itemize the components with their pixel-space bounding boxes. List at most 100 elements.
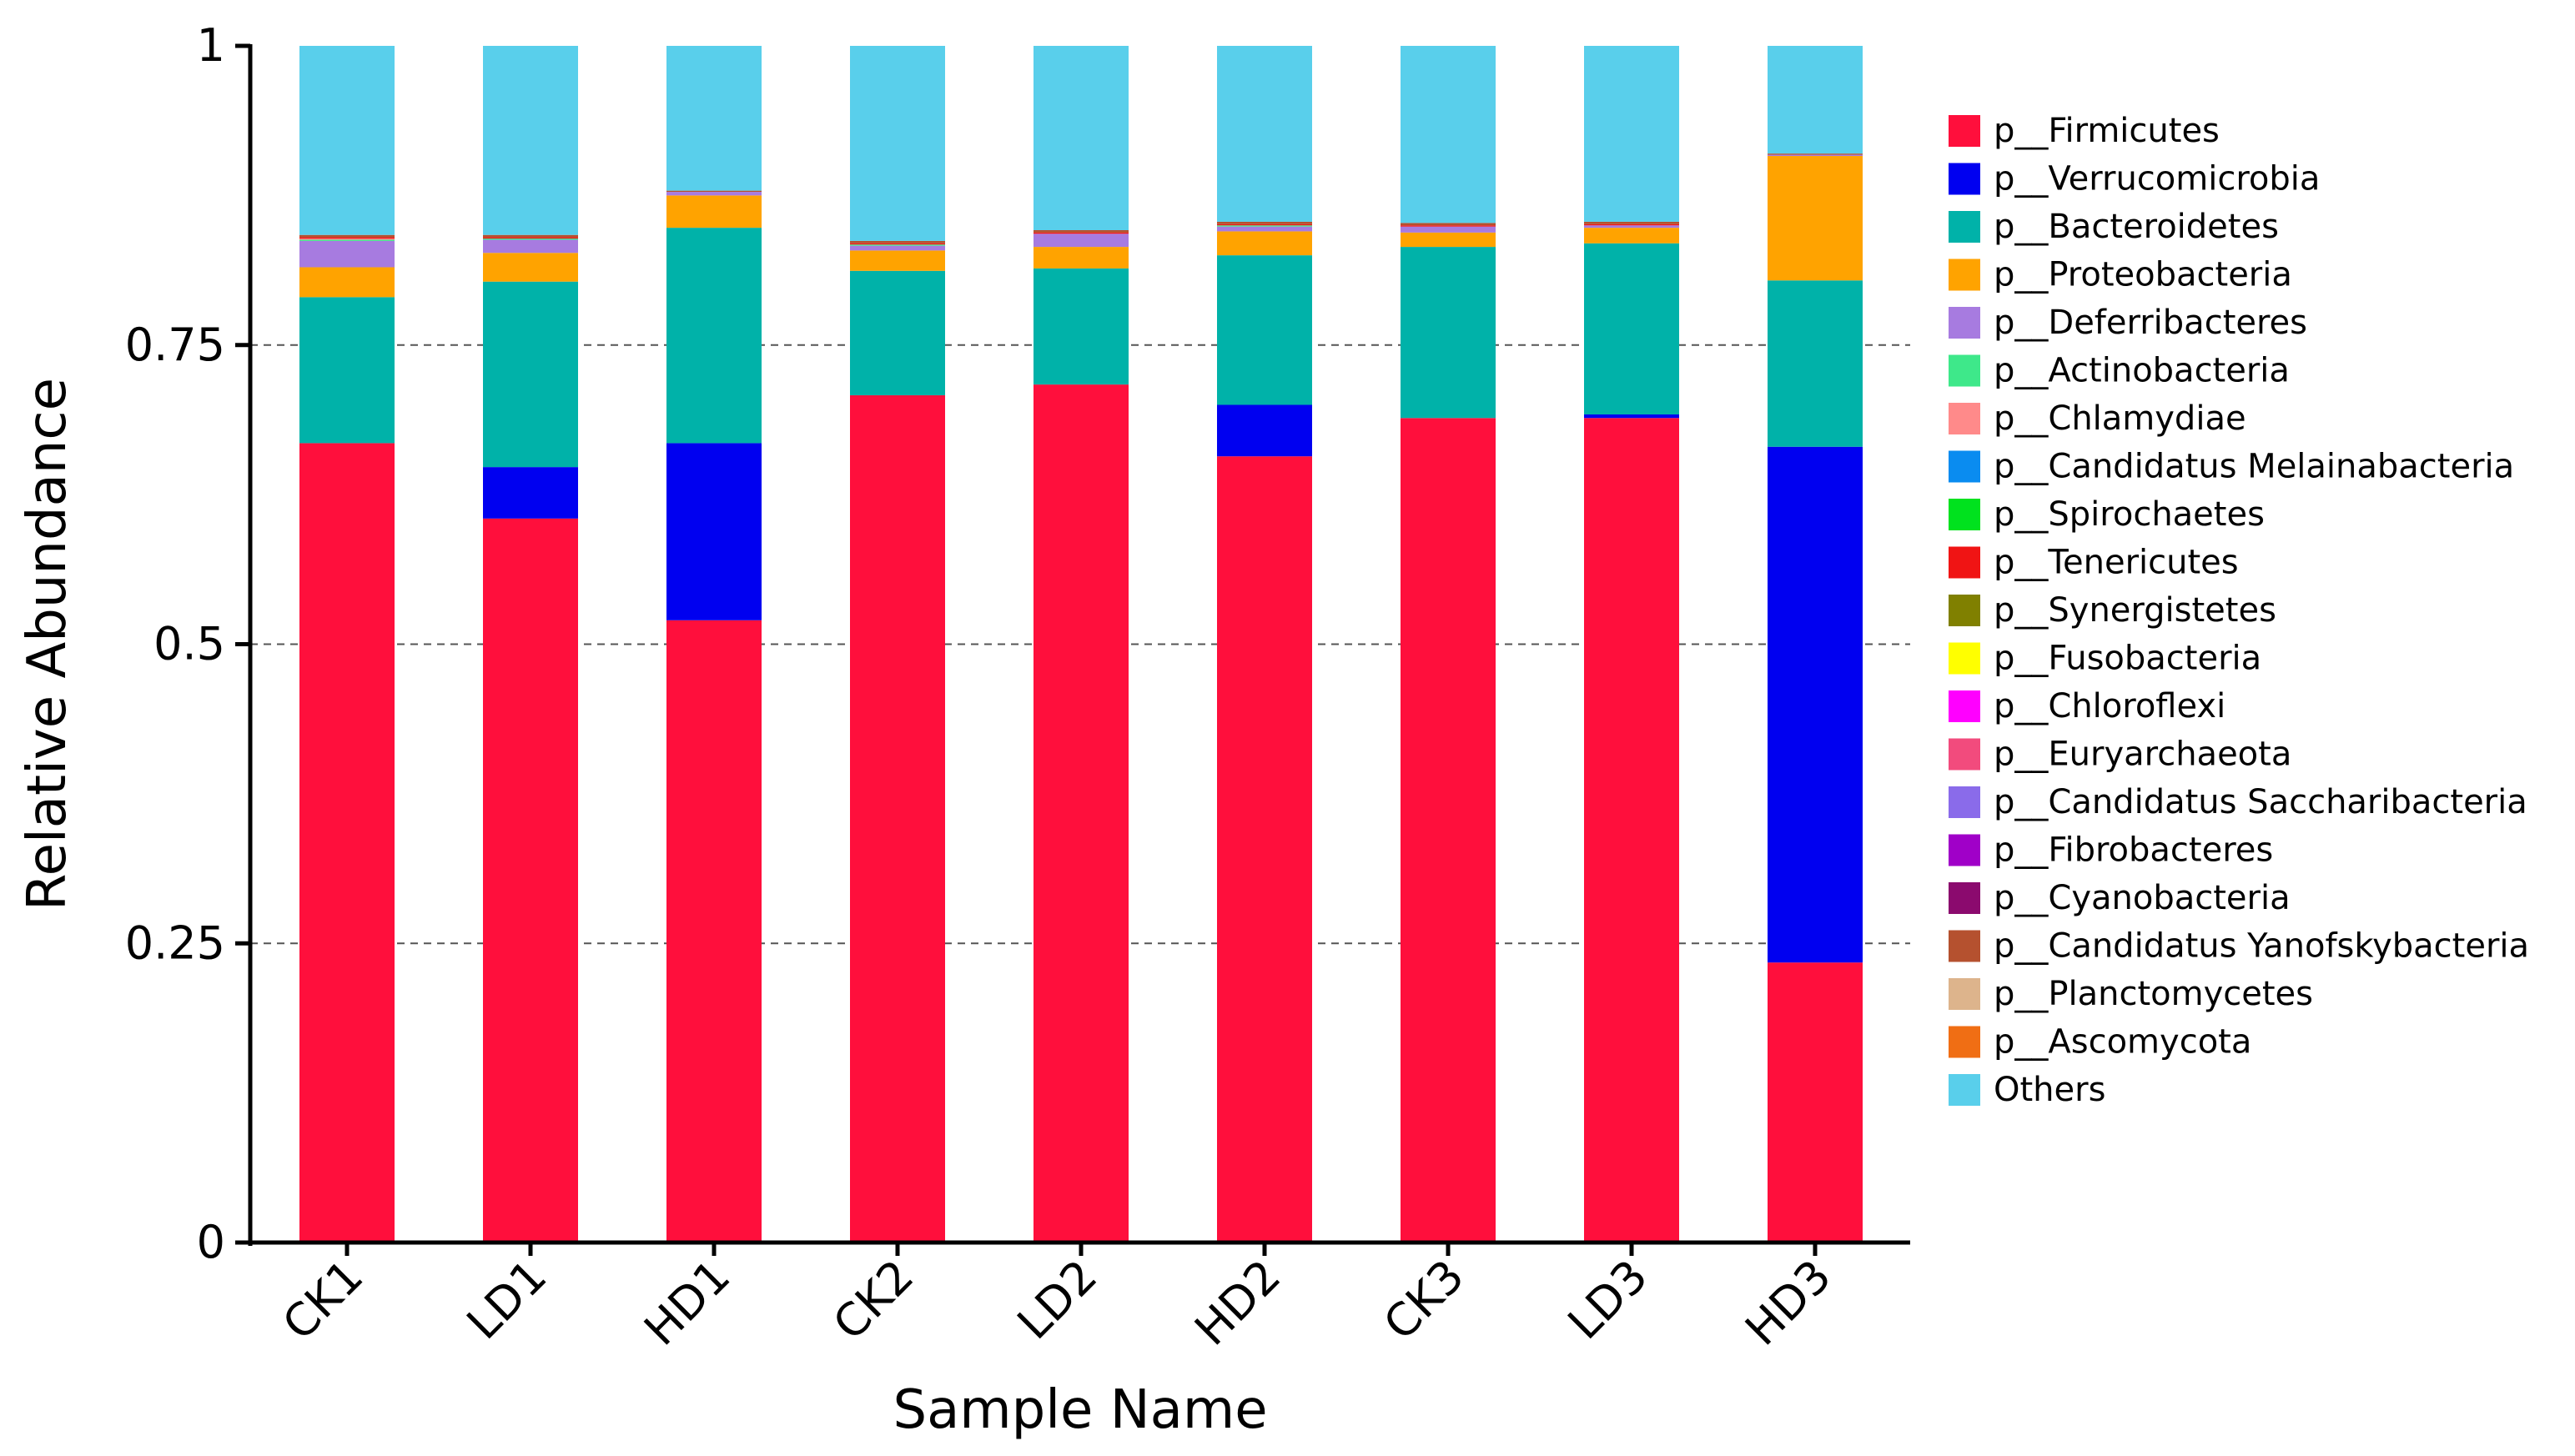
bar-segment-ck1-others	[299, 46, 395, 235]
bar-segment-ld3-others	[1584, 46, 1679, 222]
bar-segment-hd3-proteobacteria	[1768, 156, 1863, 281]
legend-label: p__Verrucomicrobia	[1994, 160, 2320, 198]
bar-segment-hd2-candidatus-yanofskybacteria	[1217, 221, 1312, 224]
bar-segment-hd2-bacteroidetes	[1217, 255, 1312, 405]
bar-segment-ld2-others	[1034, 46, 1129, 230]
bar-segment-hd3-firmicutes	[1768, 962, 1863, 1243]
legend-swatch	[1949, 259, 1980, 291]
legend-swatch	[1949, 546, 1980, 579]
bar-segment-hd3-others	[1768, 46, 1863, 154]
bar-segment-hd1-others	[666, 46, 762, 191]
bar-segment-ck2-proteobacteria	[850, 250, 945, 271]
bar-segment-ck2-others	[850, 46, 945, 241]
legend-label: p__Ascomycota	[1994, 1023, 2251, 1062]
legend-label: p__Fusobacteria	[1994, 640, 2261, 678]
legend-label: p__Synergistetes	[1994, 591, 2276, 630]
bar-segment-hd2-deferribacteres	[1217, 226, 1312, 232]
legend-item: p__Cyanobacteria	[1949, 879, 2291, 917]
legend-swatch	[1949, 786, 1980, 818]
bar-segment-hd3-candidatus-yanofskybacteria	[1768, 153, 1863, 155]
bar-segment-ld1-actinobacteria	[483, 238, 578, 240]
bar-segment-ld1-bacteroidetes	[483, 281, 578, 468]
bar-segment-ck1-proteobacteria	[299, 267, 395, 298]
bar-stack-ld1	[483, 46, 578, 1243]
legend-item: p__Planctomycetes	[1949, 975, 2313, 1013]
bar-segment-hd1-verrucomicrobia	[666, 443, 762, 620]
x-tick-label: HD2	[1184, 1250, 1290, 1356]
legend: p__Firmicutes p__Verrucomicrobia p__Bacter…	[1949, 112, 2529, 1109]
legend-label: p__Proteobacteria	[1994, 256, 2292, 294]
legend-swatch	[1949, 307, 1980, 339]
legend-swatch	[1949, 642, 1980, 675]
bar-segment-ld3-tenericutes	[1584, 223, 1679, 226]
legend-item: p__Bacteroidetes	[1949, 208, 2279, 246]
bar-segment-ld1-verrucomicrobia	[483, 467, 578, 519]
x-tick-label: LD2	[1008, 1250, 1108, 1350]
legend-item: p__Verrucomicrobia	[1949, 160, 2320, 198]
legend-item: p__Deferribacteres	[1949, 304, 2307, 342]
legend-swatch	[1949, 450, 1980, 483]
legend-label: p__Actinobacteria	[1994, 352, 2290, 390]
bar-segment-hd2-proteobacteria	[1217, 231, 1312, 256]
bar-segment-hd1-deferribacteres	[666, 192, 762, 196]
y-tick-label: 0.5	[153, 618, 225, 670]
bar-segment-hd3-deferribacteres	[1768, 154, 1863, 157]
bar-segment-hd2-tenericutes	[1217, 223, 1312, 226]
bar-segment-ld1-proteobacteria	[483, 253, 578, 282]
x-tick-label: CK2	[823, 1250, 924, 1351]
legend-label: p__Chlamydiae	[1994, 399, 2246, 438]
bar-segment-hd1-firmicutes	[666, 620, 762, 1243]
legend-swatch	[1949, 354, 1980, 387]
bar-stack-ck1	[299, 46, 395, 1243]
bar-segment-ck1-firmicutes	[299, 443, 395, 1243]
bar-segment-ck1-bacteroidetes	[299, 297, 395, 444]
legend-item: p__Synergistetes	[1949, 591, 2276, 630]
bar-stack-hd3	[1768, 46, 1863, 1243]
bar-segment-ld2-firmicutes	[1034, 384, 1129, 1243]
y-tick-label: 0	[197, 1216, 225, 1268]
legend-item: p__Actinobacteria	[1949, 352, 2290, 390]
legend-label: p__Candidatus Yanofskybacteria	[1994, 927, 2529, 966]
x-tick-label: LD3	[1558, 1250, 1658, 1350]
bar-segment-hd1-candidatus-yanofskybacteria	[666, 190, 762, 193]
bar-segment-hd1-proteobacteria	[666, 195, 762, 228]
legend-label: p__Bacteroidetes	[1994, 208, 2279, 246]
y-tick-label: 0.25	[125, 916, 225, 969]
bar-segment-ck2-actinobacteria	[850, 244, 945, 246]
legend-label: Others	[1994, 1071, 2105, 1109]
bar-stack-ck2	[850, 46, 945, 1243]
legend-label: p__Cyanobacteria	[1994, 879, 2291, 917]
bar-stack-ld3	[1584, 46, 1679, 1243]
x-tick-label: HD1	[634, 1250, 740, 1356]
bar-segment-ld3-bacteroidetes	[1584, 243, 1679, 414]
x-axis-title: Sample Name	[893, 1379, 1267, 1441]
legend-item: p__Candidatus Melainabacteria	[1949, 448, 2514, 486]
legend-item: p__Euryarchaeota	[1949, 736, 2291, 774]
bar-segment-hd2-actinobacteria	[1217, 225, 1312, 227]
legend-swatch	[1949, 1074, 1980, 1106]
legend-swatch	[1949, 930, 1980, 962]
bar-segment-ld2-proteobacteria	[1034, 247, 1129, 269]
legend-item: p__Chloroflexi	[1949, 687, 2225, 725]
legend-item: p__Ascomycota	[1949, 1023, 2251, 1062]
x-tick-label: HD3	[1735, 1250, 1841, 1356]
legend-swatch	[1949, 834, 1980, 866]
x-tick-label: CK1	[273, 1250, 374, 1351]
bar-stack-hd2	[1217, 46, 1312, 1243]
bar-segment-hd1-bacteroidetes	[666, 228, 762, 444]
bar-segment-ld1-deferribacteres	[483, 239, 578, 254]
legend-label: p__Deferribacteres	[1994, 304, 2307, 342]
bar-segment-ck1-chlamydiae	[299, 238, 395, 240]
legend-swatch	[1949, 211, 1980, 243]
legend-item: p__Firmicutes	[1949, 112, 2220, 150]
bar-segment-ck1-deferribacteres	[299, 240, 395, 268]
y-tick-label: 0.75	[125, 319, 225, 371]
bar-segment-ck2-candidatus-yanofskybacteria	[850, 240, 945, 244]
legend-swatch	[1949, 403, 1980, 434]
bars	[299, 46, 1863, 1243]
bar-segment-ld3-firmicutes	[1584, 418, 1679, 1243]
bar-segment-ck2-deferribacteres	[850, 245, 945, 251]
bar-segment-ld1-firmicutes	[483, 518, 578, 1243]
bar-segment-hd2-verrucomicrobia	[1217, 404, 1312, 457]
